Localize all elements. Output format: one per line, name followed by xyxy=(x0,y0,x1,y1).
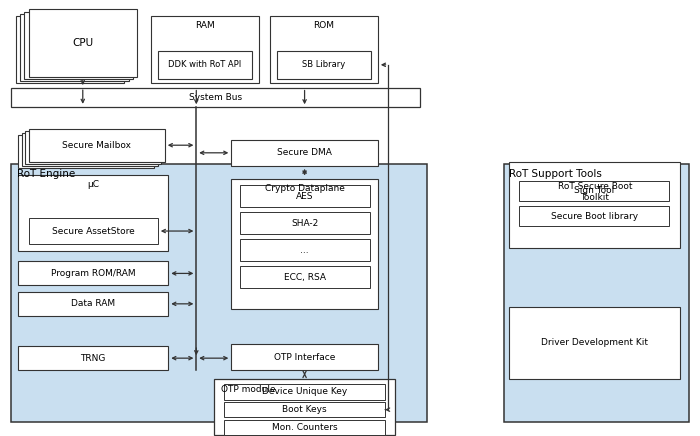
Text: DDK with RoT API: DDK with RoT API xyxy=(169,60,241,69)
FancyBboxPatch shape xyxy=(519,181,669,201)
Text: AES: AES xyxy=(296,192,314,201)
Text: ...: ... xyxy=(300,245,309,255)
FancyBboxPatch shape xyxy=(158,51,252,79)
Text: SB Library: SB Library xyxy=(302,60,345,69)
Text: ROM: ROM xyxy=(314,21,335,30)
Text: OTP Interface: OTP Interface xyxy=(274,353,335,361)
Text: SHA-2: SHA-2 xyxy=(291,219,318,228)
FancyBboxPatch shape xyxy=(16,16,125,83)
FancyBboxPatch shape xyxy=(231,344,378,370)
FancyBboxPatch shape xyxy=(25,12,133,79)
Text: Driver Development Kit: Driver Development Kit xyxy=(541,338,648,347)
Text: RoT Secure Boot
Toolkit: RoT Secure Boot Toolkit xyxy=(558,182,632,202)
FancyBboxPatch shape xyxy=(276,51,371,79)
Text: ECC, RSA: ECC, RSA xyxy=(284,272,326,282)
FancyBboxPatch shape xyxy=(239,266,370,288)
FancyBboxPatch shape xyxy=(29,129,165,161)
Text: Sign Tool: Sign Tool xyxy=(574,186,615,195)
FancyBboxPatch shape xyxy=(18,292,169,316)
Text: OTP module: OTP module xyxy=(220,385,275,394)
Text: Device Unique Key: Device Unique Key xyxy=(262,387,347,396)
FancyBboxPatch shape xyxy=(18,136,155,168)
FancyBboxPatch shape xyxy=(29,218,158,244)
FancyBboxPatch shape xyxy=(270,16,378,83)
FancyBboxPatch shape xyxy=(22,133,158,166)
Text: RoT Engine: RoT Engine xyxy=(17,169,75,179)
Text: Program ROM/RAM: Program ROM/RAM xyxy=(51,269,136,278)
FancyBboxPatch shape xyxy=(510,307,680,379)
Text: μC: μC xyxy=(88,180,99,189)
Text: Secure AssetStore: Secure AssetStore xyxy=(52,227,134,235)
FancyBboxPatch shape xyxy=(214,379,396,435)
FancyBboxPatch shape xyxy=(510,161,680,249)
Text: RoT Support Tools: RoT Support Tools xyxy=(510,169,602,179)
Text: CPU: CPU xyxy=(72,38,93,48)
Text: Data RAM: Data RAM xyxy=(71,300,116,308)
Text: Secure Boot library: Secure Boot library xyxy=(551,211,638,221)
FancyBboxPatch shape xyxy=(18,174,169,251)
Text: Secure Mailbox: Secure Mailbox xyxy=(62,141,132,150)
FancyBboxPatch shape xyxy=(239,185,370,207)
FancyBboxPatch shape xyxy=(239,239,370,261)
Text: Crypto Dataplane: Crypto Dataplane xyxy=(265,184,344,193)
FancyBboxPatch shape xyxy=(25,131,162,164)
Text: TRNG: TRNG xyxy=(80,354,106,363)
FancyBboxPatch shape xyxy=(239,212,370,234)
FancyBboxPatch shape xyxy=(11,164,427,422)
FancyBboxPatch shape xyxy=(18,346,169,370)
FancyBboxPatch shape xyxy=(519,206,669,226)
FancyBboxPatch shape xyxy=(504,164,689,422)
Text: Mon. Counters: Mon. Counters xyxy=(272,423,337,432)
Text: System Bus: System Bus xyxy=(189,93,242,102)
FancyBboxPatch shape xyxy=(18,262,169,286)
FancyBboxPatch shape xyxy=(11,88,420,107)
Text: Secure DMA: Secure DMA xyxy=(277,148,332,157)
Text: RAM: RAM xyxy=(195,21,215,30)
FancyBboxPatch shape xyxy=(224,384,385,400)
FancyBboxPatch shape xyxy=(231,140,378,166)
Text: Boot Keys: Boot Keys xyxy=(282,405,327,414)
FancyBboxPatch shape xyxy=(20,14,129,81)
FancyBboxPatch shape xyxy=(151,16,259,83)
FancyBboxPatch shape xyxy=(224,420,385,435)
FancyBboxPatch shape xyxy=(29,10,137,77)
FancyBboxPatch shape xyxy=(231,179,378,309)
FancyBboxPatch shape xyxy=(224,402,385,418)
